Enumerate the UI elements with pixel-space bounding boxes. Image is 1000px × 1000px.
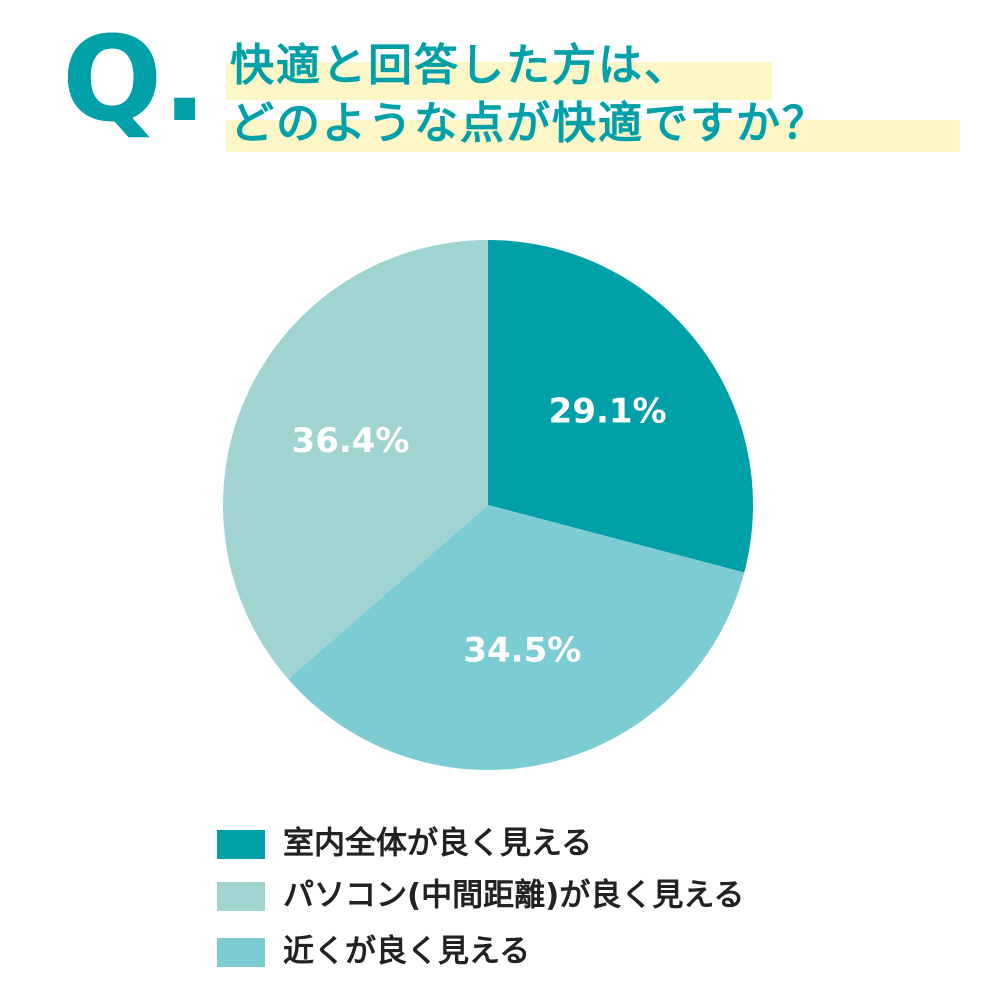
question-marker: Q. — [62, 10, 207, 148]
value-label: 36.4% — [292, 421, 410, 461]
legend-swatch — [217, 882, 265, 911]
legend-label: 近くが良く見える — [283, 934, 530, 970]
legend-label: 室内全体が良く見える — [283, 826, 592, 862]
legend: 室内全体が良く見える パソコン(中間距離)が良く見える 近くが良く見える — [217, 826, 744, 970]
legend-swatch — [217, 830, 265, 859]
legend-swatch — [217, 938, 265, 967]
title-highlight — [226, 62, 772, 100]
pie: 29.1% 34.5% 36.4% — [222, 240, 753, 770]
pie-slice — [288, 505, 745, 770]
legend-label: パソコン(中間距離)が良く見える — [283, 878, 744, 914]
pie-slice — [488, 240, 753, 573]
value-label: 34.5% — [463, 631, 581, 671]
value-label: 29.1% — [549, 391, 667, 431]
chart-title: 快適と回答した方は、 — [230, 40, 690, 91]
chart-title: どのような点が快適ですか？ — [230, 98, 828, 149]
title-highlight — [226, 120, 960, 152]
pie-slice — [222, 240, 488, 679]
